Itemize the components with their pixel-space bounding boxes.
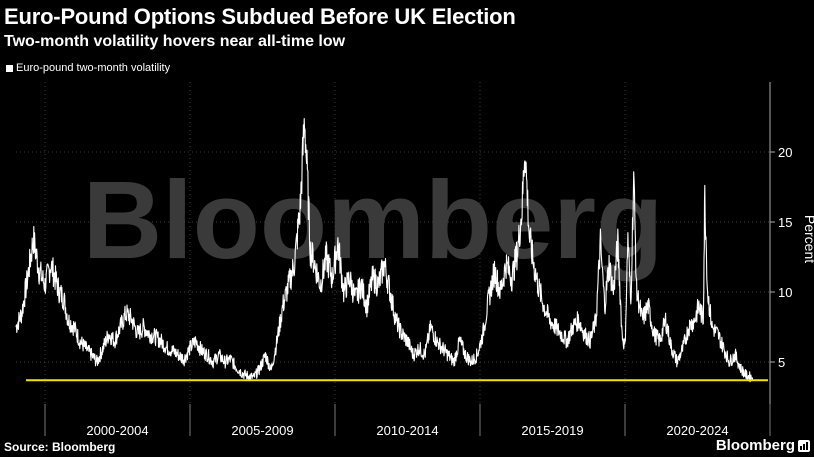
x-category-label: 2010-2014 <box>376 423 438 438</box>
legend-label: Euro-pound two-month volatility <box>16 62 171 74</box>
y-tick-label: 15 <box>778 215 792 230</box>
brand-label: Bloomberg <box>715 437 795 454</box>
source-note: Source: Bloomberg <box>4 440 116 454</box>
x-category-label: 2005-2009 <box>231 423 293 438</box>
x-category-label: 2020-2024 <box>666 423 728 438</box>
x-category-label: 2000-2004 <box>86 423 148 438</box>
chart-subtitle: Two-month volatility hovers near all-tim… <box>4 33 346 50</box>
chart-title: Euro-Pound Options Subdued Before UK Ele… <box>4 4 516 29</box>
volatility-series-line <box>15 117 754 383</box>
x-category-label: 2015-2019 <box>521 423 583 438</box>
y-tick-label: 10 <box>778 285 792 300</box>
y-axis-title: Percent <box>802 215 814 263</box>
legend-swatch <box>6 64 13 72</box>
watermark-text: Bloomberg <box>83 159 664 282</box>
chart-legend: Euro-pound two-month volatility <box>6 62 170 74</box>
y-tick-label: 20 <box>778 145 792 160</box>
brand-logo: Bloomberg <box>716 437 810 454</box>
y-tick-label: 5 <box>778 355 785 370</box>
chart-icon <box>798 439 810 452</box>
